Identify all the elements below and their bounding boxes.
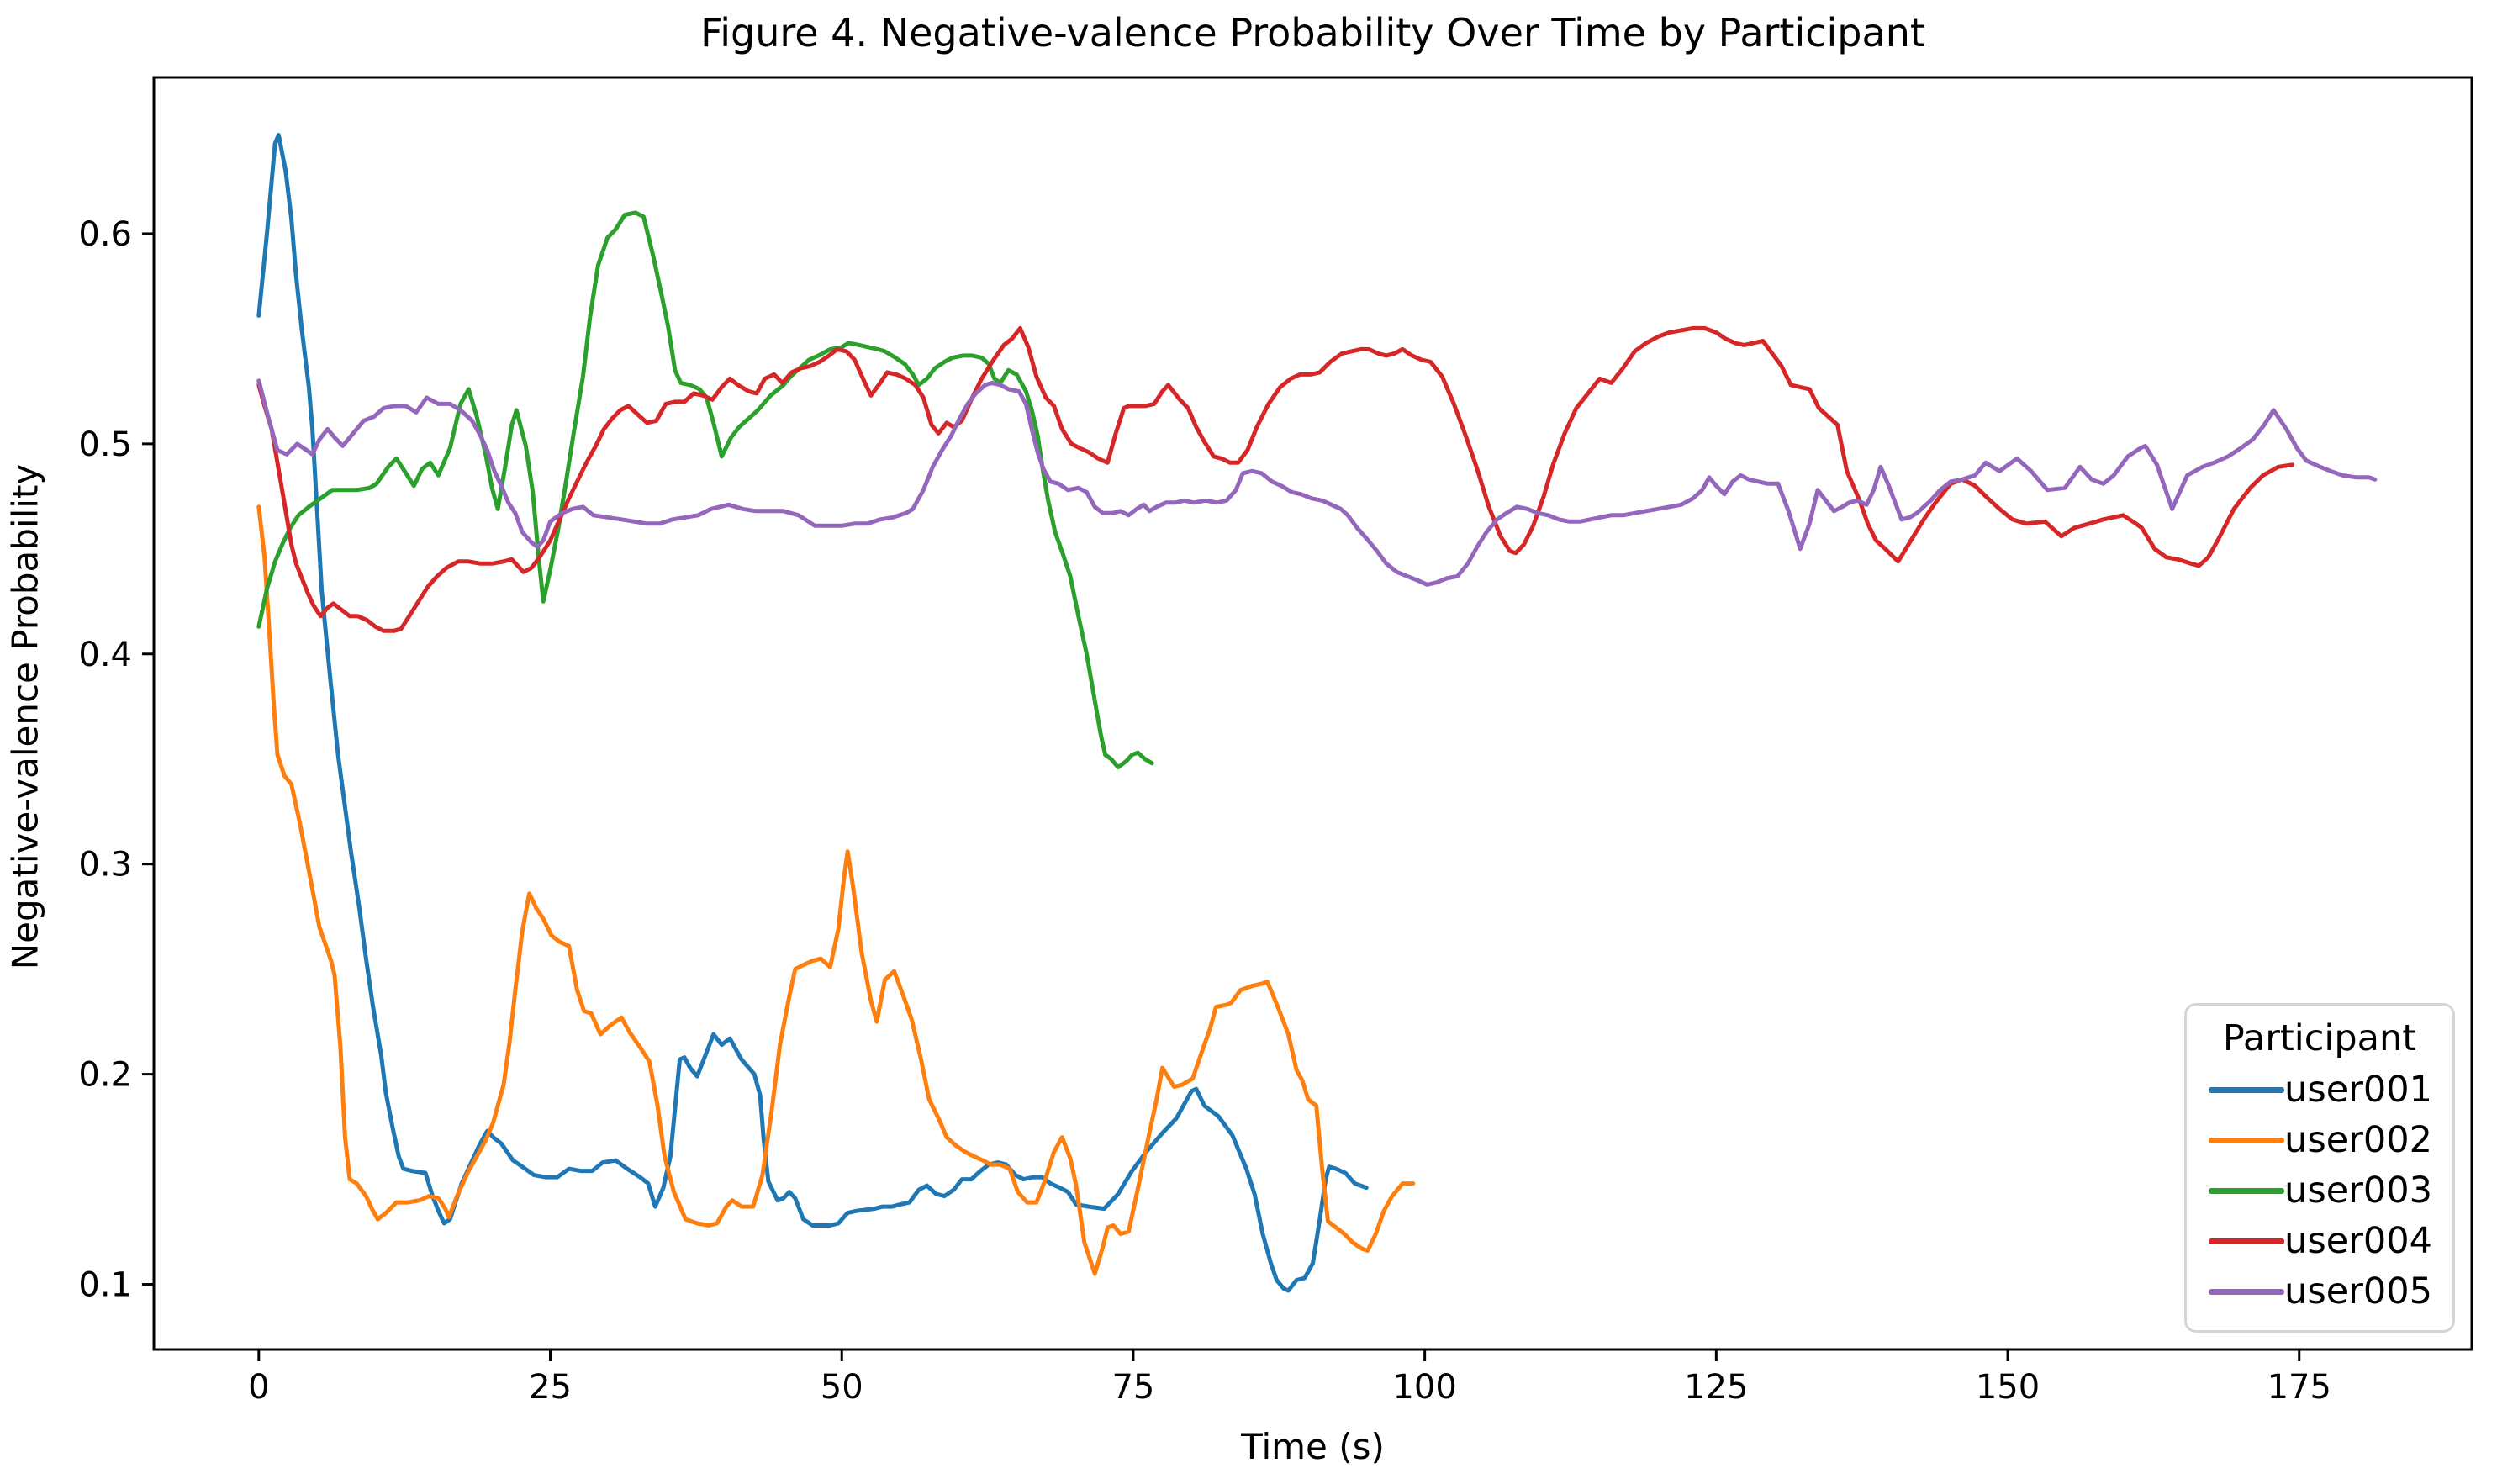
series-line-user003	[256, 210, 1154, 770]
legend-line-swatch-icon	[2209, 1288, 2284, 1295]
y-tick-label: 0.3	[78, 846, 132, 885]
legend-item-user005: user005	[2187, 1270, 2452, 1312]
axes-frame	[152, 76, 2473, 1351]
x-tick-label: 125	[1684, 1368, 1748, 1407]
x-axis-label: Time (s)	[1241, 1426, 1385, 1467]
legend-line-swatch-icon	[2209, 1137, 2284, 1143]
x-tick-label: 0	[248, 1368, 269, 1407]
legend-item-label: user005	[2284, 1270, 2432, 1312]
x-tick-label: 150	[1976, 1368, 2040, 1407]
legend-items: user001 user002 user003 user004 user005	[2187, 1063, 2452, 1323]
legend-item-label: user004	[2284, 1220, 2432, 1262]
legend-line-swatch-icon	[2209, 1238, 2284, 1244]
x-tick-label: 25	[529, 1368, 572, 1407]
legend-item-label: user002	[2284, 1119, 2432, 1161]
legend-line-swatch-icon	[2209, 1086, 2284, 1093]
y-tick-label: 0.6	[78, 215, 132, 254]
legend-line-swatch-icon	[2209, 1187, 2284, 1194]
legend-item-label: user001	[2284, 1069, 2432, 1111]
y-tick-label: 0.2	[78, 1056, 132, 1095]
y-tick-label: 0.1	[78, 1266, 132, 1305]
y-tick-label: 0.5	[78, 425, 132, 464]
legend-item-label: user003	[2284, 1170, 2432, 1212]
series-line-user002	[256, 504, 1416, 1276]
legend-title: Participant	[2222, 1017, 2417, 1059]
series-line-user004	[256, 325, 2294, 633]
x-tick-label: 175	[2267, 1368, 2331, 1407]
y-tick-label: 0.4	[78, 636, 132, 674]
y-axis-label: Negative-valence Probability	[4, 463, 46, 970]
legend-item-user002: user002	[2187, 1119, 2452, 1161]
legend-item-user001: user001	[2187, 1069, 2452, 1111]
legend-item-user004: user004	[2187, 1220, 2452, 1262]
legend-item-user003: user003	[2187, 1170, 2452, 1212]
legend: Participant user001 user002 user003 user004…	[2184, 1003, 2455, 1333]
x-tick-label: 50	[821, 1368, 863, 1407]
series-line-user005	[256, 378, 2378, 587]
series-line-user001	[256, 133, 1369, 1293]
x-tick-label: 100	[1392, 1368, 1456, 1407]
x-tick-label: 75	[1111, 1368, 1154, 1407]
chart-title: Figure 4. Negative-valence Probability O…	[700, 10, 1925, 55]
